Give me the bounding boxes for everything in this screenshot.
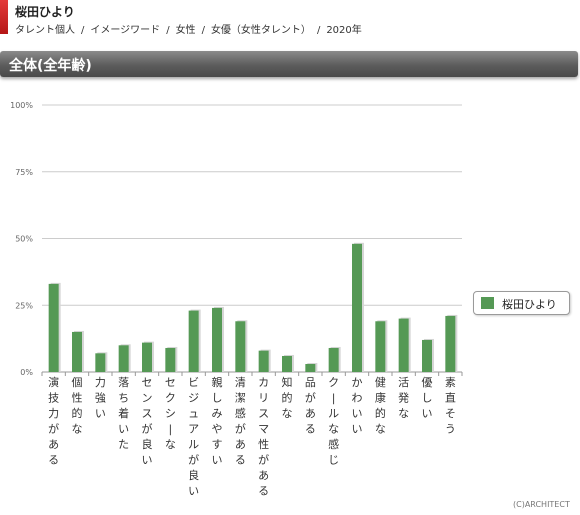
bar[interactable] — [445, 315, 456, 372]
x-tick-label: 個性的な — [72, 376, 83, 436]
breadcrumb-item-talent[interactable]: タレント個人 — [15, 25, 75, 36]
x-tick-label: 親しみやすい — [212, 376, 223, 467]
bar[interactable] — [72, 331, 82, 372]
breadcrumb-item-year[interactable]: 2020年 — [326, 25, 362, 36]
x-tick-label: センスが良い — [142, 376, 153, 467]
bar[interactable] — [118, 345, 129, 372]
x-tick-label: 素直そう — [445, 376, 456, 436]
bar[interactable] — [258, 350, 269, 372]
bar[interactable] — [212, 307, 222, 372]
bar[interactable] — [305, 363, 316, 372]
bar[interactable] — [375, 321, 386, 372]
chart-legend: 桜田ひより — [473, 291, 570, 315]
bar[interactable] — [422, 339, 432, 372]
copyright-text: (C)ARCHITECT — [513, 500, 570, 509]
x-tick-label: カリスマ性がある — [258, 376, 269, 498]
header-accent-mark — [0, 0, 8, 34]
x-tick-label: 健康的な — [375, 376, 386, 436]
y-tick-label: 50% — [15, 235, 33, 244]
breadcrumb-item-gender[interactable]: 女性 — [175, 25, 196, 36]
bar[interactable] — [95, 353, 106, 372]
x-tick-label: 演技力がある — [48, 375, 59, 467]
y-tick-label: 75% — [15, 168, 33, 177]
x-tick-label: 力強い — [95, 376, 106, 420]
section-title: 全体(全年齢) — [9, 58, 92, 74]
bar[interactable] — [235, 321, 246, 372]
bar[interactable] — [328, 347, 339, 372]
bar[interactable] — [282, 355, 292, 372]
x-tick-label: ビジュアルが良い — [188, 376, 199, 498]
legend-swatch — [481, 297, 494, 309]
x-tick-label: 優しい — [422, 376, 433, 420]
x-tick-label: かわいい — [352, 376, 363, 436]
x-tick-label: 品がある — [305, 376, 316, 436]
x-tick-label: 活発な — [398, 376, 409, 420]
y-tick-label: 0% — [20, 368, 33, 377]
bar[interactable] — [48, 283, 59, 372]
x-tick-label: 落ち着いた — [118, 376, 129, 451]
x-tick-label: ク|ルな感じ — [328, 376, 339, 467]
section-header-bar: 全体(全年齢) — [0, 51, 578, 77]
bar[interactable] — [398, 318, 409, 372]
legend-label: 桜田ひより — [502, 298, 557, 311]
bar[interactable] — [352, 243, 362, 372]
x-tick-label: セクシ|な — [165, 376, 176, 451]
y-tick-label: 100% — [10, 101, 33, 110]
bar[interactable] — [142, 342, 152, 372]
breadcrumb: タレント個人 / イメージワード / 女性 / 女優（女性タレント）/2020年 — [15, 25, 362, 36]
breadcrumb-item-category[interactable]: 女優（女性タレント） — [210, 25, 311, 36]
page-title: 桜田ひより — [15, 5, 75, 19]
bar[interactable] — [188, 310, 199, 372]
x-tick-label: 知的な — [282, 375, 293, 420]
bar[interactable] — [165, 347, 176, 372]
x-tick-label: 清潔感がある — [235, 376, 246, 467]
breadcrumb-item-image-word[interactable]: イメージワード — [90, 25, 161, 36]
y-tick-label: 25% — [15, 301, 33, 310]
